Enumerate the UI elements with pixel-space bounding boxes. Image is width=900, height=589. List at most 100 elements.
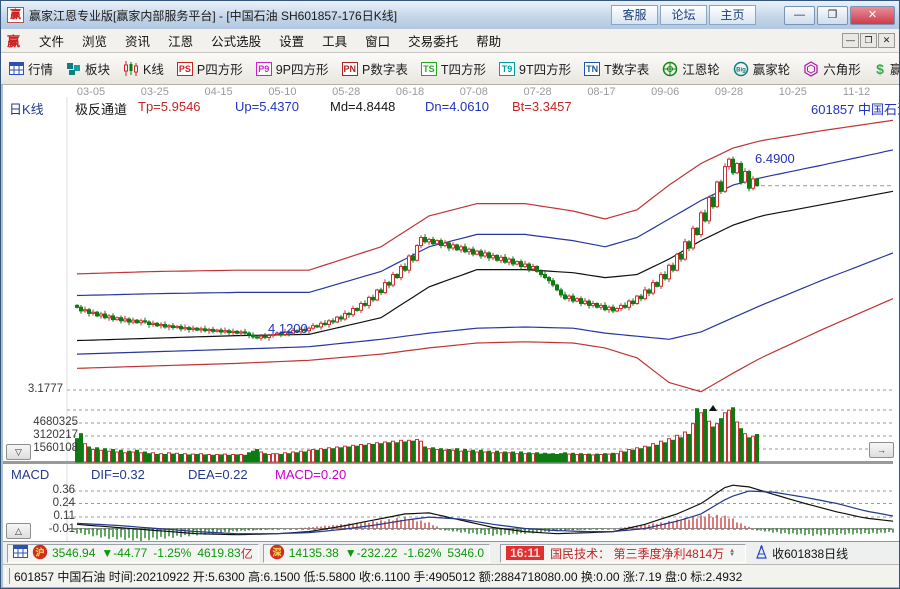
homepage-button[interactable]: 主页: [709, 5, 756, 25]
news-ticker-segment[interactable]: 16:11 国民技术： 第三季度净利4814万 ▲ ▼: [500, 543, 747, 563]
quotes-table-icon: [13, 545, 28, 561]
toolbar-item-P四方形[interactable]: PS P四方形: [176, 59, 243, 78]
menu-item-资讯[interactable]: 资讯: [125, 35, 151, 49]
child-restore-button[interactable]: ❐: [860, 33, 877, 48]
received-label: 收601838日线: [772, 546, 849, 561]
title-bar: 赢 赢家江恩专业版[赢家内部服务平台] - [中国石油 SH601857-176…: [1, 1, 899, 29]
toolbar-item-行情[interactable]: 行情: [9, 59, 53, 78]
hexagon-icon: [803, 60, 819, 77]
menu-item-工具[interactable]: 工具: [322, 35, 348, 49]
sz-pct: -1.62%: [403, 546, 442, 560]
menu-item-文件[interactable]: 文件: [39, 35, 65, 49]
collapse-volume-button[interactable]: ▽: [6, 444, 31, 460]
toolbar-item-9T四方形[interactable]: T9 9T四方形: [499, 59, 571, 78]
menu-item-公式选股[interactable]: 公式选股: [211, 35, 262, 49]
pn-badge-icon: PN: [341, 61, 359, 76]
date-axis-label: 06-18: [395, 86, 425, 98]
market-status-bar: 沪 3546.94 ▼-44.77 -1.25% 4619.83 亿 深 141…: [3, 541, 899, 564]
date-axis-label: 10-25: [778, 86, 807, 98]
tn-badge-icon: TN: [584, 61, 601, 76]
sz-change: ▼-232.22: [344, 546, 398, 560]
sz-index: 14135.38: [288, 546, 339, 560]
macd-title: MACD: [11, 467, 50, 482]
minimize-button[interactable]: —: [784, 5, 815, 25]
statusbar-grip: [5, 568, 10, 584]
toolbar-item-label: T数字表: [604, 63, 650, 77]
toolbar-item-板块[interactable]: 板块: [66, 59, 110, 78]
scroll-right-button[interactable]: →: [869, 442, 894, 458]
toolbar-item-label: 六角形: [823, 63, 861, 77]
index-shanghai-segment[interactable]: 沪 3546.94 ▼-44.77 -1.25% 4619.83 亿: [7, 543, 259, 563]
table-icon: [9, 62, 24, 75]
signal-tower-icon: [755, 543, 768, 562]
child-close-button[interactable]: ✕: [878, 33, 895, 48]
menu-item-设置[interactable]: 设置: [279, 35, 305, 49]
toolbar-item-label: P数字表: [362, 63, 408, 77]
toolbar-item-label: 行情: [28, 63, 54, 77]
svg-text:沪: 沪: [35, 546, 44, 557]
bigwheel-icon: Big: [733, 61, 749, 77]
menu-item-浏览[interactable]: 浏览: [82, 35, 108, 49]
menu-item-帮助[interactable]: 帮助: [476, 35, 502, 49]
ts-badge-icon: TS: [420, 61, 437, 76]
toolbar-item-label: K线: [143, 63, 164, 77]
volume-axis-3: 1560108: [33, 442, 78, 454]
date-axis-label: 04-15: [204, 86, 233, 98]
sh-index: 3546.94: [52, 546, 96, 560]
toolbar-item-label: T四方形: [440, 63, 487, 77]
date-axis-label: 11-12: [842, 86, 871, 98]
shenzhen-market-icon: 深: [269, 544, 285, 563]
date-axis-label: 08-17: [587, 86, 616, 98]
toolbar-item-江恩轮[interactable]: 江恩轮: [662, 59, 720, 78]
macd-axis-3: 0.11: [53, 510, 75, 522]
menu-item-交易委托[interactable]: 交易委托: [408, 35, 459, 49]
kline-chart-canvas[interactable]: [3, 85, 899, 541]
toolbar-item-P数字表[interactable]: PN P数字表: [341, 59, 408, 78]
toolbar-item-K线[interactable]: K线: [123, 59, 164, 78]
menu-logo-icon: 赢: [7, 34, 21, 49]
news-time-badge: 16:11: [506, 546, 545, 560]
news-scroll-down-icon[interactable]: ▼: [729, 552, 736, 558]
menu-item-窗口[interactable]: 窗口: [365, 35, 391, 49]
menu-bar: 赢 文件 浏览 资讯 江恩 公式选股 设置 工具 窗口 交易委托 帮助 — ❐ ✕: [1, 29, 899, 53]
forum-button[interactable]: 论坛: [660, 5, 707, 25]
date-axis-label: 05-10: [268, 86, 297, 98]
sz-amount: 5346.0: [447, 546, 485, 560]
close-button[interactable]: ✕: [850, 5, 895, 25]
news-scroll-up-icon[interactable]: ▲: [729, 548, 736, 554]
toolbar-item-label: 9T四方形: [519, 63, 572, 77]
macd-axis-1: 0.36: [52, 484, 75, 496]
toolbar-item-赢家轮[interactable]: Big 赢家轮: [733, 59, 790, 78]
news-text[interactable]: 国民技术： 第三季度净利4814万: [550, 546, 725, 561]
maximize-button[interactable]: ❐: [817, 5, 848, 25]
toolbar-item-六角形[interactable]: 六角形: [803, 59, 861, 78]
toolbar-item-label: 江恩轮: [682, 63, 720, 77]
toolbar-item-赢家服务[interactable]: $ 赢家服务: [874, 59, 899, 78]
price-axis-low: 3.1777: [27, 383, 63, 395]
window-left-border: [1, 85, 3, 587]
collapse-macd-button[interactable]: △: [6, 523, 31, 539]
app-logo-icon: 赢: [7, 7, 24, 23]
sh-pct: -1.25%: [153, 546, 192, 560]
stock-label: 601857 中国石油: [811, 102, 899, 117]
sh-change: ▼-44.77: [101, 546, 148, 560]
customer-service-button[interactable]: 客服: [611, 5, 658, 25]
dollar-icon: $: [874, 61, 886, 77]
index-shenzhen-segment[interactable]: 深 14135.38 ▼-232.22 -1.62% 5346.0: [262, 543, 491, 563]
date-axis-label: 09-28: [714, 86, 744, 98]
menu-item-江恩[interactable]: 江恩: [168, 35, 194, 49]
child-minimize-button[interactable]: —: [842, 33, 859, 48]
toolbar-item-label: 赢家服务: [890, 59, 899, 78]
indicator-up: Up=5.4370: [235, 99, 299, 114]
date-axis-label: 07-28: [523, 86, 552, 98]
toolbar-item-T数字表[interactable]: TN T数字表: [584, 59, 649, 78]
svg-text:Big: Big: [736, 67, 746, 73]
shanghai-market-icon: 沪: [32, 544, 48, 563]
indicator-md: Md=4.8448: [330, 99, 396, 114]
quote-summary: 601857 中国石油 时间:20210922 开:5.6300 高:6.150…: [14, 569, 743, 584]
date-axis-label: 09-06: [651, 86, 680, 98]
toolbar-item-T四方形[interactable]: TS T四方形: [420, 59, 487, 78]
date-axis-label: 07-08: [459, 86, 488, 98]
toolbar-item-9P四方形[interactable]: P9 9P四方形: [255, 59, 329, 78]
quote-status-bar: 601857 中国石油 时间:20210922 开:5.6300 高:6.150…: [3, 564, 899, 587]
